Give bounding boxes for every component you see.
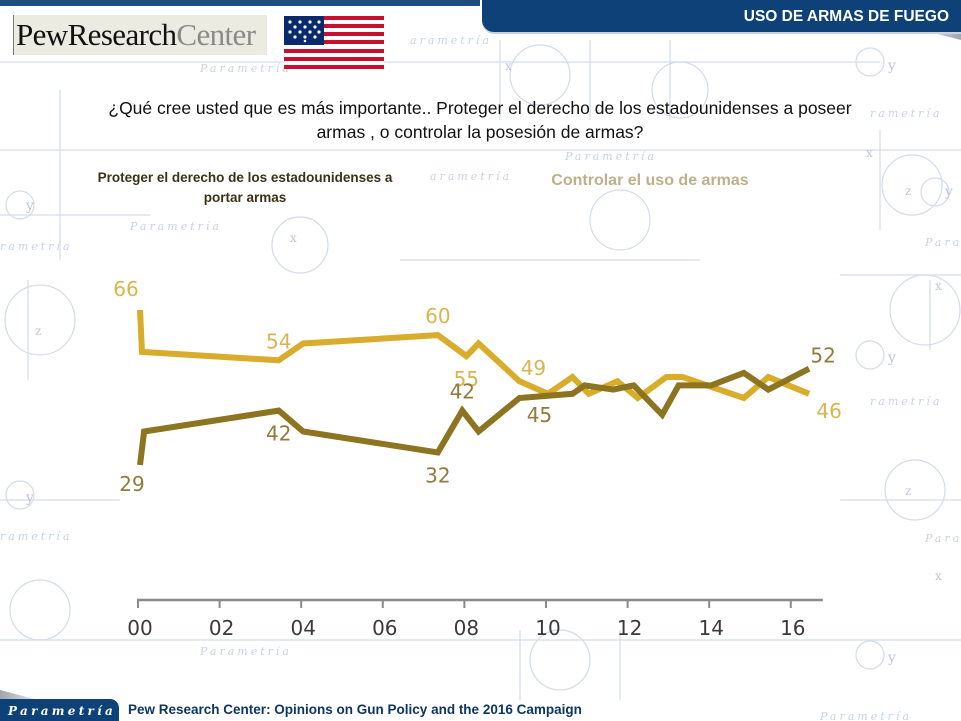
series-line-protect	[137, 366, 811, 466]
footer-source: Pew Research Center: Opinions on Gun Pol…	[128, 702, 582, 717]
data-label-control: 54	[266, 329, 291, 353]
logo-text-primary: PewResearch	[16, 17, 177, 52]
data-label-control: 49	[521, 356, 546, 380]
header-shadow	[921, 30, 961, 40]
footer-brand: Parametría	[8, 704, 117, 718]
x-tick-label: 02	[209, 616, 234, 640]
question-line-2: armas , o controlar la posesión de armas…	[316, 122, 644, 142]
footer-shadow	[0, 690, 38, 700]
data-label-protect: 45	[527, 403, 552, 427]
legend-control: Controlar el uso de armas	[551, 172, 749, 189]
series-line-control	[137, 309, 811, 402]
x-tick-label: 00	[127, 616, 152, 640]
x-tick-label: 08	[454, 616, 479, 640]
section-title: USO DE ARMAS DE FUEGO	[743, 8, 949, 25]
data-label-control: 66	[113, 277, 138, 301]
x-tick-label: 14	[698, 616, 723, 640]
parametria-brand-tab: Parametría	[0, 699, 119, 721]
x-tick-label: 10	[535, 616, 560, 640]
data-label-protect: 29	[119, 472, 144, 496]
x-tick-label: 06	[372, 616, 397, 640]
series-layer	[137, 309, 811, 466]
pew-research-logo: PewResearchCenter	[13, 15, 267, 55]
legend-protect: Proteger el derecho de los estadounidens…	[80, 168, 410, 208]
question-line-1: ¿Qué cree usted que es más importante.. …	[108, 98, 852, 118]
section-title-bar: USO DE ARMAS DE FUEGO	[482, 0, 961, 32]
logo-text-secondary: Center	[176, 17, 256, 52]
data-label-protect: 52	[810, 344, 835, 368]
x-tick-label: 12	[617, 616, 642, 640]
data-label-control: 60	[425, 304, 450, 328]
x-tick-label: 04	[290, 616, 315, 640]
x-tick-label: 16	[780, 616, 805, 640]
data-label-protect: 42	[450, 380, 475, 404]
data-label-protect: 32	[425, 463, 450, 487]
us-flag-icon	[284, 16, 384, 69]
data-label-control: 46	[816, 399, 841, 423]
data-label-control: 55	[454, 367, 479, 391]
legend-protect-line-2: portar armas	[203, 190, 287, 205]
x-axis: 00 02 04 06 08 10 12 14 16	[127, 598, 823, 640]
data-labels: 66 54 60 55 49 46 29 42 32 42 45 52	[113, 277, 842, 496]
legend-protect-line-1: Proteger el derecho de los estadounidens…	[97, 170, 393, 185]
top-stripe	[0, 0, 480, 6]
survey-question: ¿Qué cree usted que es más importante.. …	[40, 96, 920, 144]
data-label-protect: 42	[266, 422, 291, 446]
